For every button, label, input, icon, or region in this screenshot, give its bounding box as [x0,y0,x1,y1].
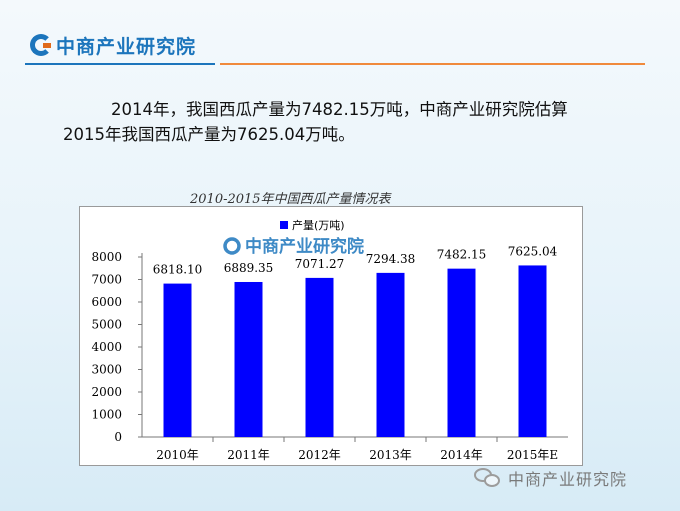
bar [234,281,263,437]
header-divider-orange [220,63,645,65]
chart-watermark-text: 中商产业研究院 [245,236,364,257]
y-tick-label: 6000 [91,295,122,309]
data-label: 7482.15 [437,248,487,262]
y-tick-label: 7000 [91,273,122,287]
data-label: 7294.38 [366,252,416,266]
legend-swatch [280,221,288,229]
x-tick-label: 2015年E [507,448,558,462]
chart-title: 2010-2015年中国西瓜产量情况表 [190,192,391,207]
intro-paragraph: 2014年，我国西瓜产量为7482.15万吨，中商产业研究院估算 2015年我国… [63,97,653,147]
bar-chart: 中商产业研究院 产量(万吨) 0 1000 2000 3000 4000 5000 6000 70… [91,218,568,462]
header-logo-text: 中商产业研究院 [56,35,197,58]
footer-logo: 中商产业研究院 [474,466,627,490]
legend-label: 产量(万吨) [292,218,345,232]
bar [447,268,476,437]
data-label: 7071.27 [295,257,345,271]
brand-logo-icon [30,34,52,56]
wechat-icon [474,468,500,488]
x-tick-label: 2013年 [369,448,412,462]
y-tick-label: 0 [114,430,122,444]
y-tick-label: 2000 [91,385,122,399]
data-label: 7625.04 [508,244,558,258]
data-label: 6818.10 [153,263,203,277]
y-tick-label: 4000 [91,340,122,354]
header-logo: 中商产业研究院 [30,30,196,60]
chart-frame: 中商产业研究院 产量(万吨) 0 1000 2000 3000 4000 5000 6000 70… [79,206,583,466]
x-tick-label: 2012年 [298,448,341,462]
y-tick-label: 1000 [91,408,122,422]
bar [163,283,192,437]
bar [376,272,405,437]
bar [518,265,547,437]
intro-line-2: 2015年我国西瓜产量为7625.04万吨。 [63,125,355,144]
x-tick-label: 2014年 [440,448,483,462]
header-divider-blue [25,63,215,65]
bar [305,277,334,437]
chart-watermark-icon [223,237,241,255]
y-tick-label: 3000 [91,363,122,377]
footer-text: 中商产业研究院 [508,470,628,489]
x-tick-label: 2010年 [156,448,199,462]
y-tick-label: 8000 [91,250,122,264]
intro-line-1: 2014年，我国西瓜产量为7482.15万吨，中商产业研究院估算 [111,100,568,119]
x-tick-label: 2011年 [227,448,270,462]
y-tick-label: 5000 [91,318,122,332]
data-label: 6889.35 [224,261,274,275]
